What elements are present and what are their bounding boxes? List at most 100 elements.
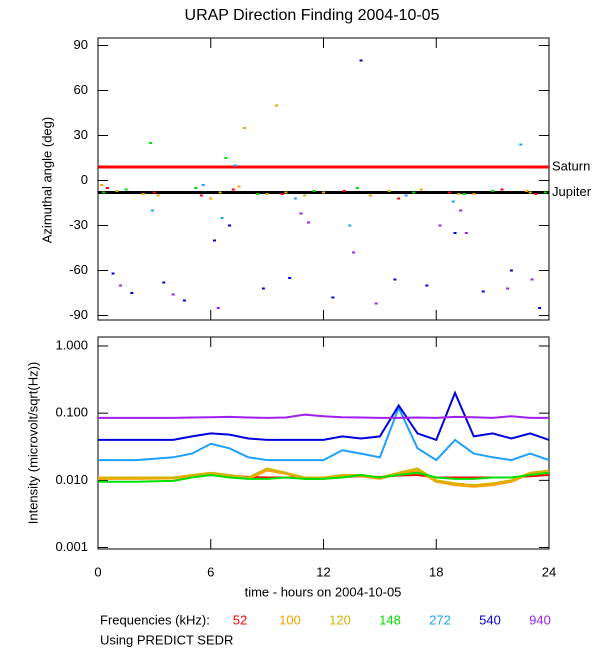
point: [519, 143, 523, 146]
y-tick-label: 30: [74, 127, 88, 142]
point: [265, 193, 269, 195]
y-tick-label: 1.000: [55, 337, 88, 352]
legend-title: Frequencies (kHz):: [100, 612, 210, 627]
point: [162, 281, 166, 284]
point: [115, 190, 119, 192]
legend-entry: 120: [329, 612, 351, 627]
y-tick-label: 0.010: [55, 472, 88, 487]
point: [141, 193, 145, 195]
y-tick-label: 0.100: [55, 405, 88, 420]
point: [119, 284, 123, 287]
point: [500, 188, 504, 191]
y-tick-label: 90: [74, 37, 88, 52]
point: [312, 190, 316, 192]
point: [524, 190, 528, 192]
point: [284, 191, 288, 194]
point: [275, 104, 279, 107]
point: [534, 193, 538, 195]
point: [404, 194, 408, 197]
point: [100, 184, 104, 186]
point: [124, 188, 128, 191]
point: [453, 232, 457, 234]
point: [464, 232, 468, 234]
point: [352, 251, 356, 254]
point: [280, 193, 284, 195]
point: [303, 194, 307, 197]
reference-label: Jupiter: [552, 184, 592, 199]
y-axis-label: Intensity (microvolt/sqrt(Hz)): [25, 362, 40, 525]
point: [543, 191, 547, 194]
point: [393, 278, 397, 281]
point: [156, 194, 160, 197]
legend-entry: 52: [233, 612, 247, 627]
point: [237, 185, 241, 188]
y-tick-label: 0: [81, 172, 88, 187]
point: [182, 299, 186, 302]
point: [509, 269, 513, 272]
reference-label: Saturn: [552, 158, 590, 173]
point: [194, 187, 198, 189]
point: [256, 193, 260, 195]
note: Using PREDICT SEDR: [100, 632, 233, 647]
x-tick-label: 0: [94, 564, 101, 579]
legend-entry: 148: [379, 612, 401, 627]
y-tick-label: 0.001: [55, 539, 88, 554]
point: [528, 191, 532, 194]
y-tick-label: -90: [69, 307, 88, 322]
point: [243, 127, 247, 129]
x-tick-label: 18: [429, 564, 443, 579]
point: [213, 239, 217, 242]
point: [218, 191, 222, 194]
point: [331, 296, 335, 299]
point: [288, 277, 292, 279]
legend-entry: 100: [279, 612, 301, 627]
point: [111, 272, 115, 275]
point: [322, 191, 325, 194]
point: [293, 197, 297, 200]
point: [459, 209, 463, 212]
point: [447, 191, 451, 194]
point: [472, 193, 476, 195]
series-line: [98, 413, 549, 419]
y-tick-label: -60: [69, 262, 88, 277]
point: [261, 287, 265, 290]
point: [228, 224, 232, 227]
legend-entry: 540: [479, 612, 501, 627]
point: [451, 200, 455, 203]
point: [209, 197, 213, 200]
legend-entry: 272: [429, 612, 451, 627]
point: [152, 191, 156, 194]
point: [233, 164, 237, 167]
point: [231, 188, 235, 191]
point: [216, 307, 220, 309]
point: [506, 287, 510, 290]
point: [491, 190, 495, 192]
point: [368, 194, 372, 197]
point: [342, 190, 346, 192]
series-line: [98, 390, 550, 442]
chart-title: URAP Direction Finding 2004-10-05: [185, 7, 440, 24]
point: [359, 59, 363, 62]
point: [171, 293, 175, 296]
point: [201, 184, 205, 186]
series-line: [98, 467, 550, 487]
point: [387, 190, 391, 192]
x-axis-label: time - hours on 2004-10-05: [245, 584, 402, 599]
y-tick-label: -30: [69, 217, 88, 232]
point: [130, 292, 134, 294]
point: [150, 209, 154, 212]
point: [438, 224, 442, 227]
point: [224, 157, 228, 159]
point: [397, 197, 401, 200]
legend-entry: 940: [529, 612, 551, 627]
point: [149, 142, 153, 144]
point: [220, 217, 224, 219]
point: [105, 187, 109, 189]
point: [102, 191, 106, 194]
x-tick-label: 6: [207, 564, 214, 579]
series-line: [98, 405, 550, 462]
point: [348, 224, 352, 227]
point: [199, 194, 203, 197]
x-tick-label: 12: [316, 564, 330, 579]
